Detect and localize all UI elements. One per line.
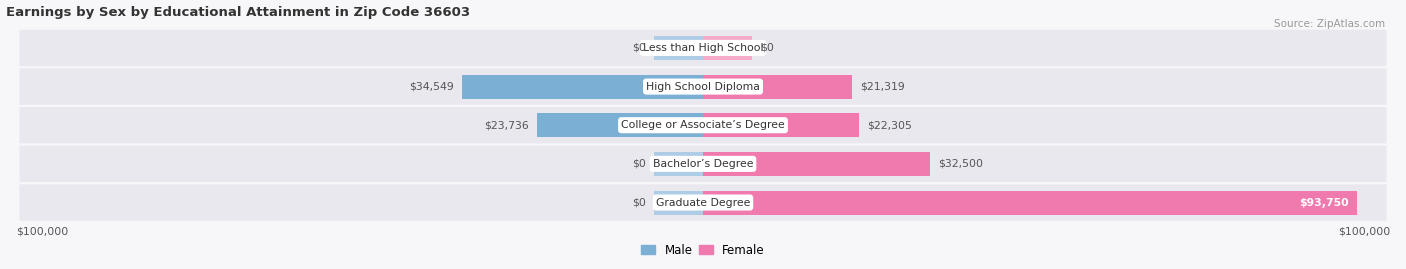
FancyBboxPatch shape	[20, 107, 1386, 143]
Bar	[537, 113, 703, 137]
Text: Source: ZipAtlas.com: Source: ZipAtlas.com	[1274, 19, 1385, 29]
Text: Graduate Degree: Graduate Degree	[655, 197, 751, 207]
FancyBboxPatch shape	[20, 30, 1386, 66]
Text: College or Associate’s Degree: College or Associate’s Degree	[621, 120, 785, 130]
Text: $0: $0	[631, 43, 645, 53]
FancyBboxPatch shape	[20, 184, 1386, 221]
Bar	[654, 190, 703, 214]
Text: Bachelor’s Degree: Bachelor’s Degree	[652, 159, 754, 169]
Text: $0: $0	[631, 197, 645, 207]
Bar	[703, 75, 852, 98]
Bar	[654, 152, 703, 176]
Text: High School Diploma: High School Diploma	[647, 82, 759, 91]
Bar	[703, 152, 929, 176]
Text: $22,305: $22,305	[868, 120, 912, 130]
Text: $21,319: $21,319	[860, 82, 905, 91]
Text: $0: $0	[631, 159, 645, 169]
Text: $93,750: $93,750	[1299, 197, 1348, 207]
Bar	[703, 113, 859, 137]
Text: $32,500: $32,500	[938, 159, 983, 169]
Legend: Male, Female: Male, Female	[637, 239, 769, 261]
FancyBboxPatch shape	[20, 146, 1386, 182]
Text: $34,549: $34,549	[409, 82, 454, 91]
Bar	[703, 36, 752, 60]
FancyBboxPatch shape	[20, 68, 1386, 105]
Text: $0: $0	[761, 43, 775, 53]
Bar	[463, 75, 703, 98]
Bar	[654, 36, 703, 60]
Text: $100,000: $100,000	[1337, 227, 1391, 237]
Bar	[703, 190, 1357, 214]
Text: Earnings by Sex by Educational Attainment in Zip Code 36603: Earnings by Sex by Educational Attainmen…	[6, 6, 470, 19]
Text: $100,000: $100,000	[15, 227, 69, 237]
Text: Less than High School: Less than High School	[643, 43, 763, 53]
Text: $23,736: $23,736	[484, 120, 529, 130]
